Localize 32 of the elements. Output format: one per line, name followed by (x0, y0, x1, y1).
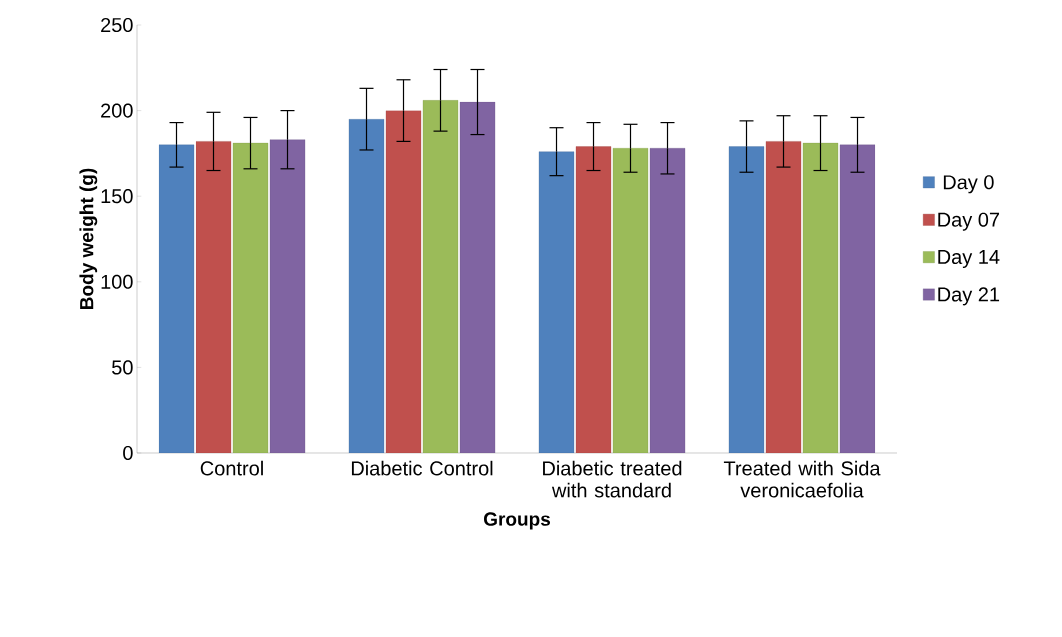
bar (802, 142, 839, 453)
bar (612, 148, 649, 453)
y-tick-label: 250 (101, 17, 133, 33)
x-tick-label: Diabetic Control (351, 460, 493, 476)
legend-label: Day 07 (938, 212, 1000, 231)
y-tick-label: 150 (101, 189, 133, 204)
x-tick-label: Diabetic treated with standard (543, 460, 682, 498)
bar (538, 151, 575, 453)
x-tick-label: Control (200, 460, 263, 476)
bar (839, 144, 876, 453)
bar (385, 110, 422, 453)
bar (158, 144, 195, 453)
y-tick-label: 0 (123, 445, 133, 461)
bar (195, 141, 232, 453)
x-axis-title: Groups (484, 512, 551, 530)
legend-label: Day 21 (938, 287, 1000, 306)
legend-label: Day 0 (943, 175, 994, 194)
bar (422, 100, 459, 453)
y-tick-label: 50 (112, 360, 133, 375)
bar (269, 139, 306, 453)
x-tick-label: Treated with Sida veronicaefolia (723, 460, 881, 498)
bar (728, 146, 765, 453)
y-axis-title: Body weight (g) (79, 168, 98, 309)
bar (765, 141, 802, 453)
bar (232, 142, 269, 453)
legend-label: Day 14 (938, 250, 1000, 269)
bar (459, 101, 496, 453)
y-tick-label: 200 (101, 103, 133, 118)
bar (575, 146, 612, 453)
y-tick-label: 100 (101, 274, 133, 289)
bar (649, 148, 686, 453)
bar (348, 119, 385, 453)
